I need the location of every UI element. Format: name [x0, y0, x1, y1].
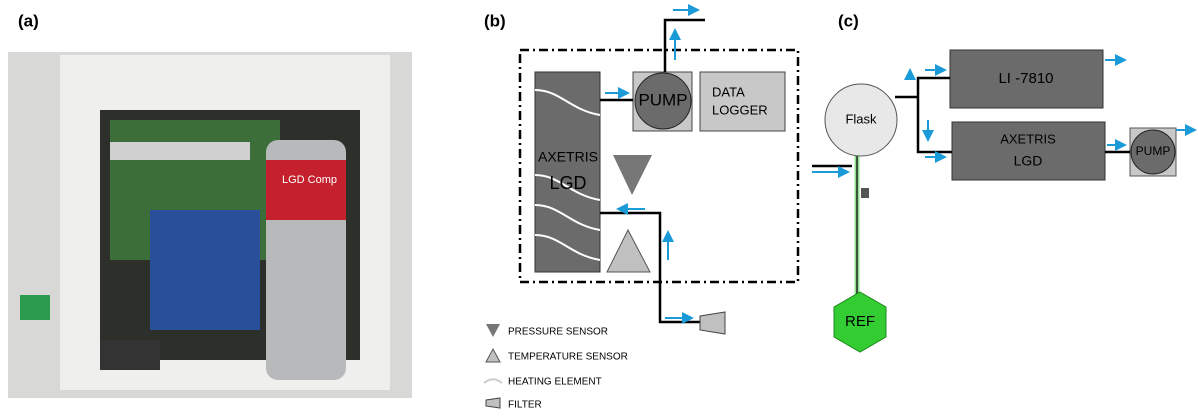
lgd-name: LGD [549, 173, 586, 193]
flask [824, 83, 898, 157]
tubing [600, 18, 705, 324]
panel-label: (c) [838, 11, 859, 30]
legend-label: TEMPERATURE SENSOR [508, 352, 628, 363]
pump-label: PUMP [638, 90, 687, 109]
heating-elements [534, 89, 601, 261]
lgd-box [534, 71, 601, 273]
analyzer [949, 49, 1104, 109]
lgd-name: AXETRIS [538, 149, 598, 165]
logger-label: LOGGER [712, 102, 768, 117]
pump-label: PUMP [1136, 144, 1171, 158]
lgd-box [951, 121, 1106, 181]
flow-arrows [812, 54, 1197, 178]
data-logger [699, 71, 786, 132]
pump [1130, 129, 1176, 175]
legend-label: PRESSURE SENSOR [508, 327, 608, 338]
ref-tank [833, 291, 887, 353]
analyzer-label: LI -7810 [998, 70, 1053, 87]
legend: PRESSURE SENSOR TEMPERATURE SENSOR HEATI… [483, 324, 628, 411]
pump [634, 72, 692, 130]
photo-text: LGD Comp [282, 174, 337, 186]
pressure-sensor [613, 155, 652, 195]
flow-arrows [605, 4, 700, 324]
valve [861, 188, 869, 198]
temperature-sensor [606, 228, 651, 273]
filter [699, 311, 726, 335]
lgd-name: AXETRIS [1000, 131, 1056, 146]
ref-label: REF [845, 313, 875, 330]
panel-label: (b) [484, 11, 506, 30]
panel-label: (a) [18, 11, 39, 30]
tubing [812, 76, 1130, 168]
lgd-name: LGD [1014, 153, 1043, 169]
flask-label: Flask [845, 111, 877, 126]
legend-label: FILTER [508, 400, 542, 411]
logger-label: DATA [712, 84, 745, 99]
photo: LGD Comp [0, 52, 412, 398]
legend-label: HEATING ELEMENT [508, 377, 602, 388]
